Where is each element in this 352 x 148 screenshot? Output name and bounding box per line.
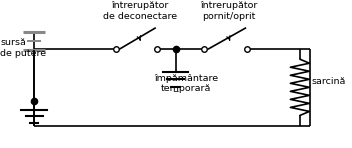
Text: întrerupător
de deconectare: întrerupător de deconectare [103,1,177,21]
Text: împământare
temporară: împământare temporară [154,74,218,93]
Text: −: − [172,87,179,96]
Text: întrerupător
pornit/oprit: întrerupător pornit/oprit [201,1,258,21]
Text: sarcină: sarcină [312,77,346,86]
Text: sursă
de putere: sursă de putere [0,38,46,58]
